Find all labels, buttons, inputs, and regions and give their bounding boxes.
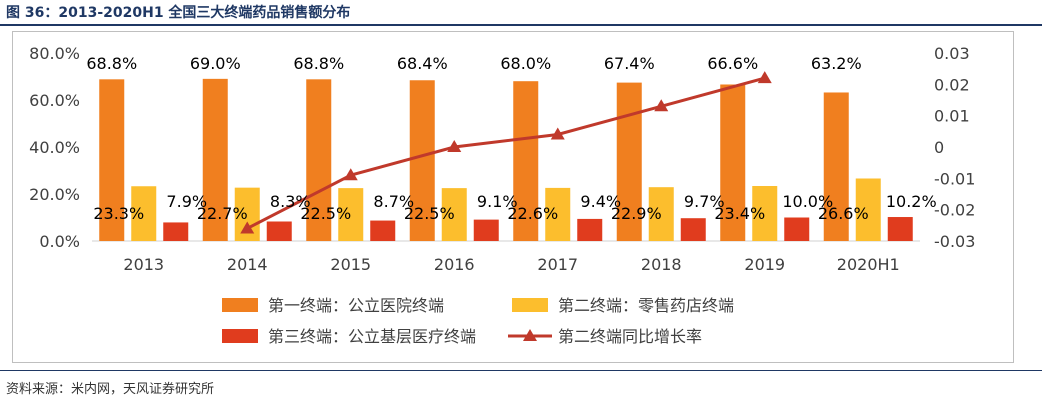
data-label-retail: 22.6% [507, 204, 558, 223]
legend-label-1: 第一终端：公立医院终端 [268, 296, 444, 315]
bar-series-3 [266, 221, 292, 241]
y-right-tick-label: -0.02 [934, 201, 975, 220]
data-label-retail: 22.5% [300, 204, 351, 223]
x-tick-label: 2019 [744, 255, 785, 274]
growth-line-layer [240, 71, 772, 234]
data-labels: 68.8% 69.0% 68.8% 68.4% 68.0% 67.4% 66.6% 63.2%… [86, 54, 936, 223]
legend-swatch-2 [512, 298, 548, 312]
data-label-retail: 22.5% [404, 204, 455, 223]
bar-series-1 [616, 82, 642, 241]
y-left-tick-label: 80.0% [29, 44, 80, 63]
data-label-grassroots: 9.4% [580, 192, 621, 211]
growth-line-marker [343, 168, 358, 181]
data-label-public-hospital: 63.2% [811, 54, 862, 73]
bar-series-1 [513, 81, 539, 241]
y-left-tick-label: 20.0% [29, 185, 80, 204]
data-label-retail: 23.3% [93, 204, 144, 223]
bar-series-3 [887, 217, 913, 241]
x-tick-label: 2020H1 [837, 255, 900, 274]
data-label-retail: 23.4% [714, 204, 765, 223]
growth-line-marker [654, 99, 669, 112]
chart-bars [99, 78, 913, 242]
data-label-grassroots: 10.0% [782, 192, 833, 211]
data-label-retail: 26.6% [818, 204, 869, 223]
growth-line-marker [757, 71, 772, 84]
data-label-public-hospital: 68.8% [293, 54, 344, 73]
chart-frame [12, 31, 1014, 363]
x-tick-label: 2013 [123, 255, 164, 274]
bar-series-2 [855, 178, 881, 241]
legend-swatch-marker [523, 329, 537, 341]
bar-series-3 [784, 217, 810, 241]
data-label-retail: 22.9% [611, 204, 662, 223]
y-left-tick-label: 60.0% [29, 91, 80, 110]
bar-series-2 [648, 187, 674, 241]
bar-series-2 [338, 188, 364, 241]
legend-swatch-1 [222, 298, 258, 312]
x-tick-label: 2016 [434, 255, 475, 274]
y-right-tick-label: 0.02 [934, 75, 970, 94]
growth-line-marker [550, 127, 565, 140]
legend-label-3: 第三终端：公立基层医疗终端 [268, 327, 476, 346]
legend-swatch-3 [222, 329, 258, 343]
bar-series-3 [577, 218, 603, 241]
bar-series-1 [720, 84, 746, 242]
x-tick-label: 2017 [537, 255, 578, 274]
y-right-tick-label: -0.03 [934, 232, 975, 251]
bar-series-1 [202, 78, 228, 241]
growth-line [246, 76, 766, 230]
bar-series-1 [409, 80, 435, 241]
chart-axes: 0.0% 20.0% 40.0% 60.0% 80.0% -0.03 -0.02 -0.01 0… [29, 44, 975, 274]
data-label-public-hospital: 68.0% [500, 54, 551, 73]
bar-series-1 [823, 92, 849, 241]
data-label-public-hospital: 68.4% [397, 54, 448, 73]
data-label-grassroots: 8.3% [270, 192, 311, 211]
data-label-public-hospital: 66.6% [707, 54, 758, 73]
bar-series-2 [545, 187, 571, 241]
y-right-tick-label: 0.03 [934, 44, 970, 63]
source-note: 资料来源：米内网，天风证券研究所 [6, 382, 215, 397]
bar-series-2 [131, 186, 157, 241]
bar-series-3 [680, 218, 706, 241]
data-label-public-hospital: 68.8% [86, 54, 137, 73]
bar-series-2 [752, 186, 778, 241]
bar-series-2 [441, 188, 467, 241]
y-right-tick-label: 0.01 [934, 107, 970, 126]
data-label-public-hospital: 67.4% [604, 54, 655, 73]
y-left-tick-label: 40.0% [29, 138, 80, 157]
title-rule [0, 24, 1042, 26]
data-label-public-hospital: 69.0% [190, 54, 241, 73]
legend-label-4: 第二终端同比增长率 [558, 327, 702, 346]
bar-series-1 [306, 79, 332, 241]
y-right-tick-label: -0.01 [934, 169, 975, 188]
y-right-tick-label: 0 [934, 138, 944, 157]
y-left-tick-label: 0.0% [39, 232, 80, 251]
growth-line-marker [447, 140, 462, 152]
bar-series-3 [370, 220, 396, 241]
legend-label-2: 第二终端：零售药店终端 [558, 296, 734, 315]
data-label-grassroots: 10.2% [886, 192, 937, 211]
bar-series-3 [473, 219, 499, 241]
data-label-retail: 22.7% [197, 204, 248, 223]
x-tick-label: 2015 [330, 255, 371, 274]
growth-line-marker [240, 221, 255, 234]
bar-series-1 [99, 79, 125, 241]
data-label-grassroots: 8.7% [373, 192, 414, 211]
bar-series-3 [163, 222, 189, 241]
bottom-rule [0, 370, 1042, 371]
data-label-grassroots: 9.7% [684, 192, 725, 211]
figure-title: 图 36：2013-2020H1 全国三大终端药品销售额分布 [6, 5, 351, 21]
data-label-grassroots: 9.1% [477, 192, 518, 211]
x-tick-label: 2014 [227, 255, 268, 274]
data-label-grassroots: 7.9% [166, 192, 207, 211]
x-tick-label: 2018 [641, 255, 682, 274]
